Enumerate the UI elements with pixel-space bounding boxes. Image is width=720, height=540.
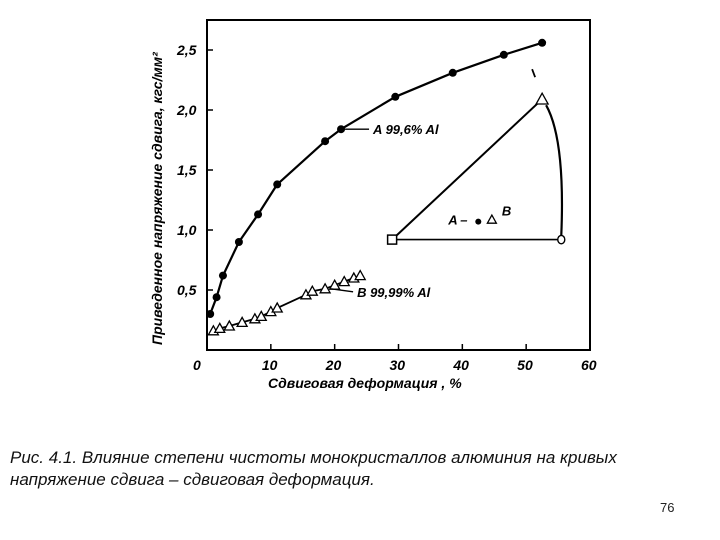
series-labels: A 99,6% Al B 99,99% Al xyxy=(331,122,439,300)
series-a-point xyxy=(538,38,547,47)
y-tick-label: 0,5 xyxy=(177,282,197,298)
series-a-point xyxy=(234,238,243,246)
series-a-point xyxy=(499,50,508,59)
series-a-curve xyxy=(206,38,547,318)
x-axis-ticks: 0 10 20 30 40 50 60 xyxy=(193,344,597,373)
y-axis-ticks: 0,5 1,0 1,5 2,0 2,5 xyxy=(176,42,213,298)
y-tick-label: 2,5 xyxy=(176,42,197,58)
series-a-point xyxy=(391,92,400,101)
x-tick-label: 40 xyxy=(452,357,469,373)
page-number: 76 xyxy=(660,500,675,515)
series-a-point xyxy=(212,293,221,302)
legend-arc-mark xyxy=(531,68,536,78)
legend-square xyxy=(386,234,398,245)
series-a-point xyxy=(206,310,215,318)
y-tick-label: 1,5 xyxy=(177,162,197,178)
series-a-point xyxy=(218,271,227,280)
series-a-point xyxy=(448,68,457,77)
legend-hypotenuse xyxy=(391,98,543,241)
series-b-point xyxy=(318,282,332,294)
x-tick-label: 0 xyxy=(193,357,201,373)
legend-label-a: A xyxy=(447,213,457,228)
legend-connector: – xyxy=(460,213,467,228)
series-b-point xyxy=(255,310,268,322)
series-b-point xyxy=(236,316,249,328)
series-b-leader xyxy=(331,288,354,293)
series-b-curve xyxy=(207,269,367,336)
x-tick-label: 60 xyxy=(581,357,597,373)
figure-caption: Рис. 4.1. Влияние степени чистоты монокр… xyxy=(10,448,617,489)
series-a-point xyxy=(273,180,282,189)
stress-strain-chart: 0 10 20 30 40 50 60 0,5 1,0 1,5 2,0 2,5 A – B A 99,6… xyxy=(149,19,597,391)
x-tick-label: 50 xyxy=(517,357,533,373)
x-tick-label: 30 xyxy=(390,357,406,373)
series-b-point xyxy=(354,269,367,281)
y-axis-title: Приведенное напряжение сдвига, кгс/мм² xyxy=(149,52,165,345)
legend-label-b: B xyxy=(502,204,511,219)
series-b-point xyxy=(271,301,284,313)
series-a-point xyxy=(254,210,263,219)
series-b-point xyxy=(223,319,236,331)
legend-arc xyxy=(545,104,564,236)
series-a-label: A 99,6% Al xyxy=(372,122,439,137)
legend-triangle xyxy=(535,91,550,105)
series-b-point xyxy=(306,284,319,296)
legend-inner-triangle xyxy=(486,213,498,224)
series-b-label: B 99,99% Al xyxy=(357,285,431,300)
series-b-point xyxy=(338,275,351,287)
series-a-point xyxy=(321,137,330,146)
series-b-point xyxy=(213,322,226,334)
x-tick-label: 20 xyxy=(325,357,342,373)
x-axis-title: Сдвиговая деформация , % xyxy=(268,375,462,391)
series-a-point xyxy=(337,125,346,134)
legend-circle xyxy=(557,234,566,245)
y-tick-label: 2,0 xyxy=(176,102,197,118)
x-tick-label: 10 xyxy=(262,357,278,373)
series-b-line xyxy=(213,274,361,332)
legend-dot xyxy=(475,218,482,225)
series-a-line xyxy=(209,41,543,315)
y-tick-label: 1,0 xyxy=(177,222,197,238)
legend-diagram: A – B xyxy=(386,68,566,245)
